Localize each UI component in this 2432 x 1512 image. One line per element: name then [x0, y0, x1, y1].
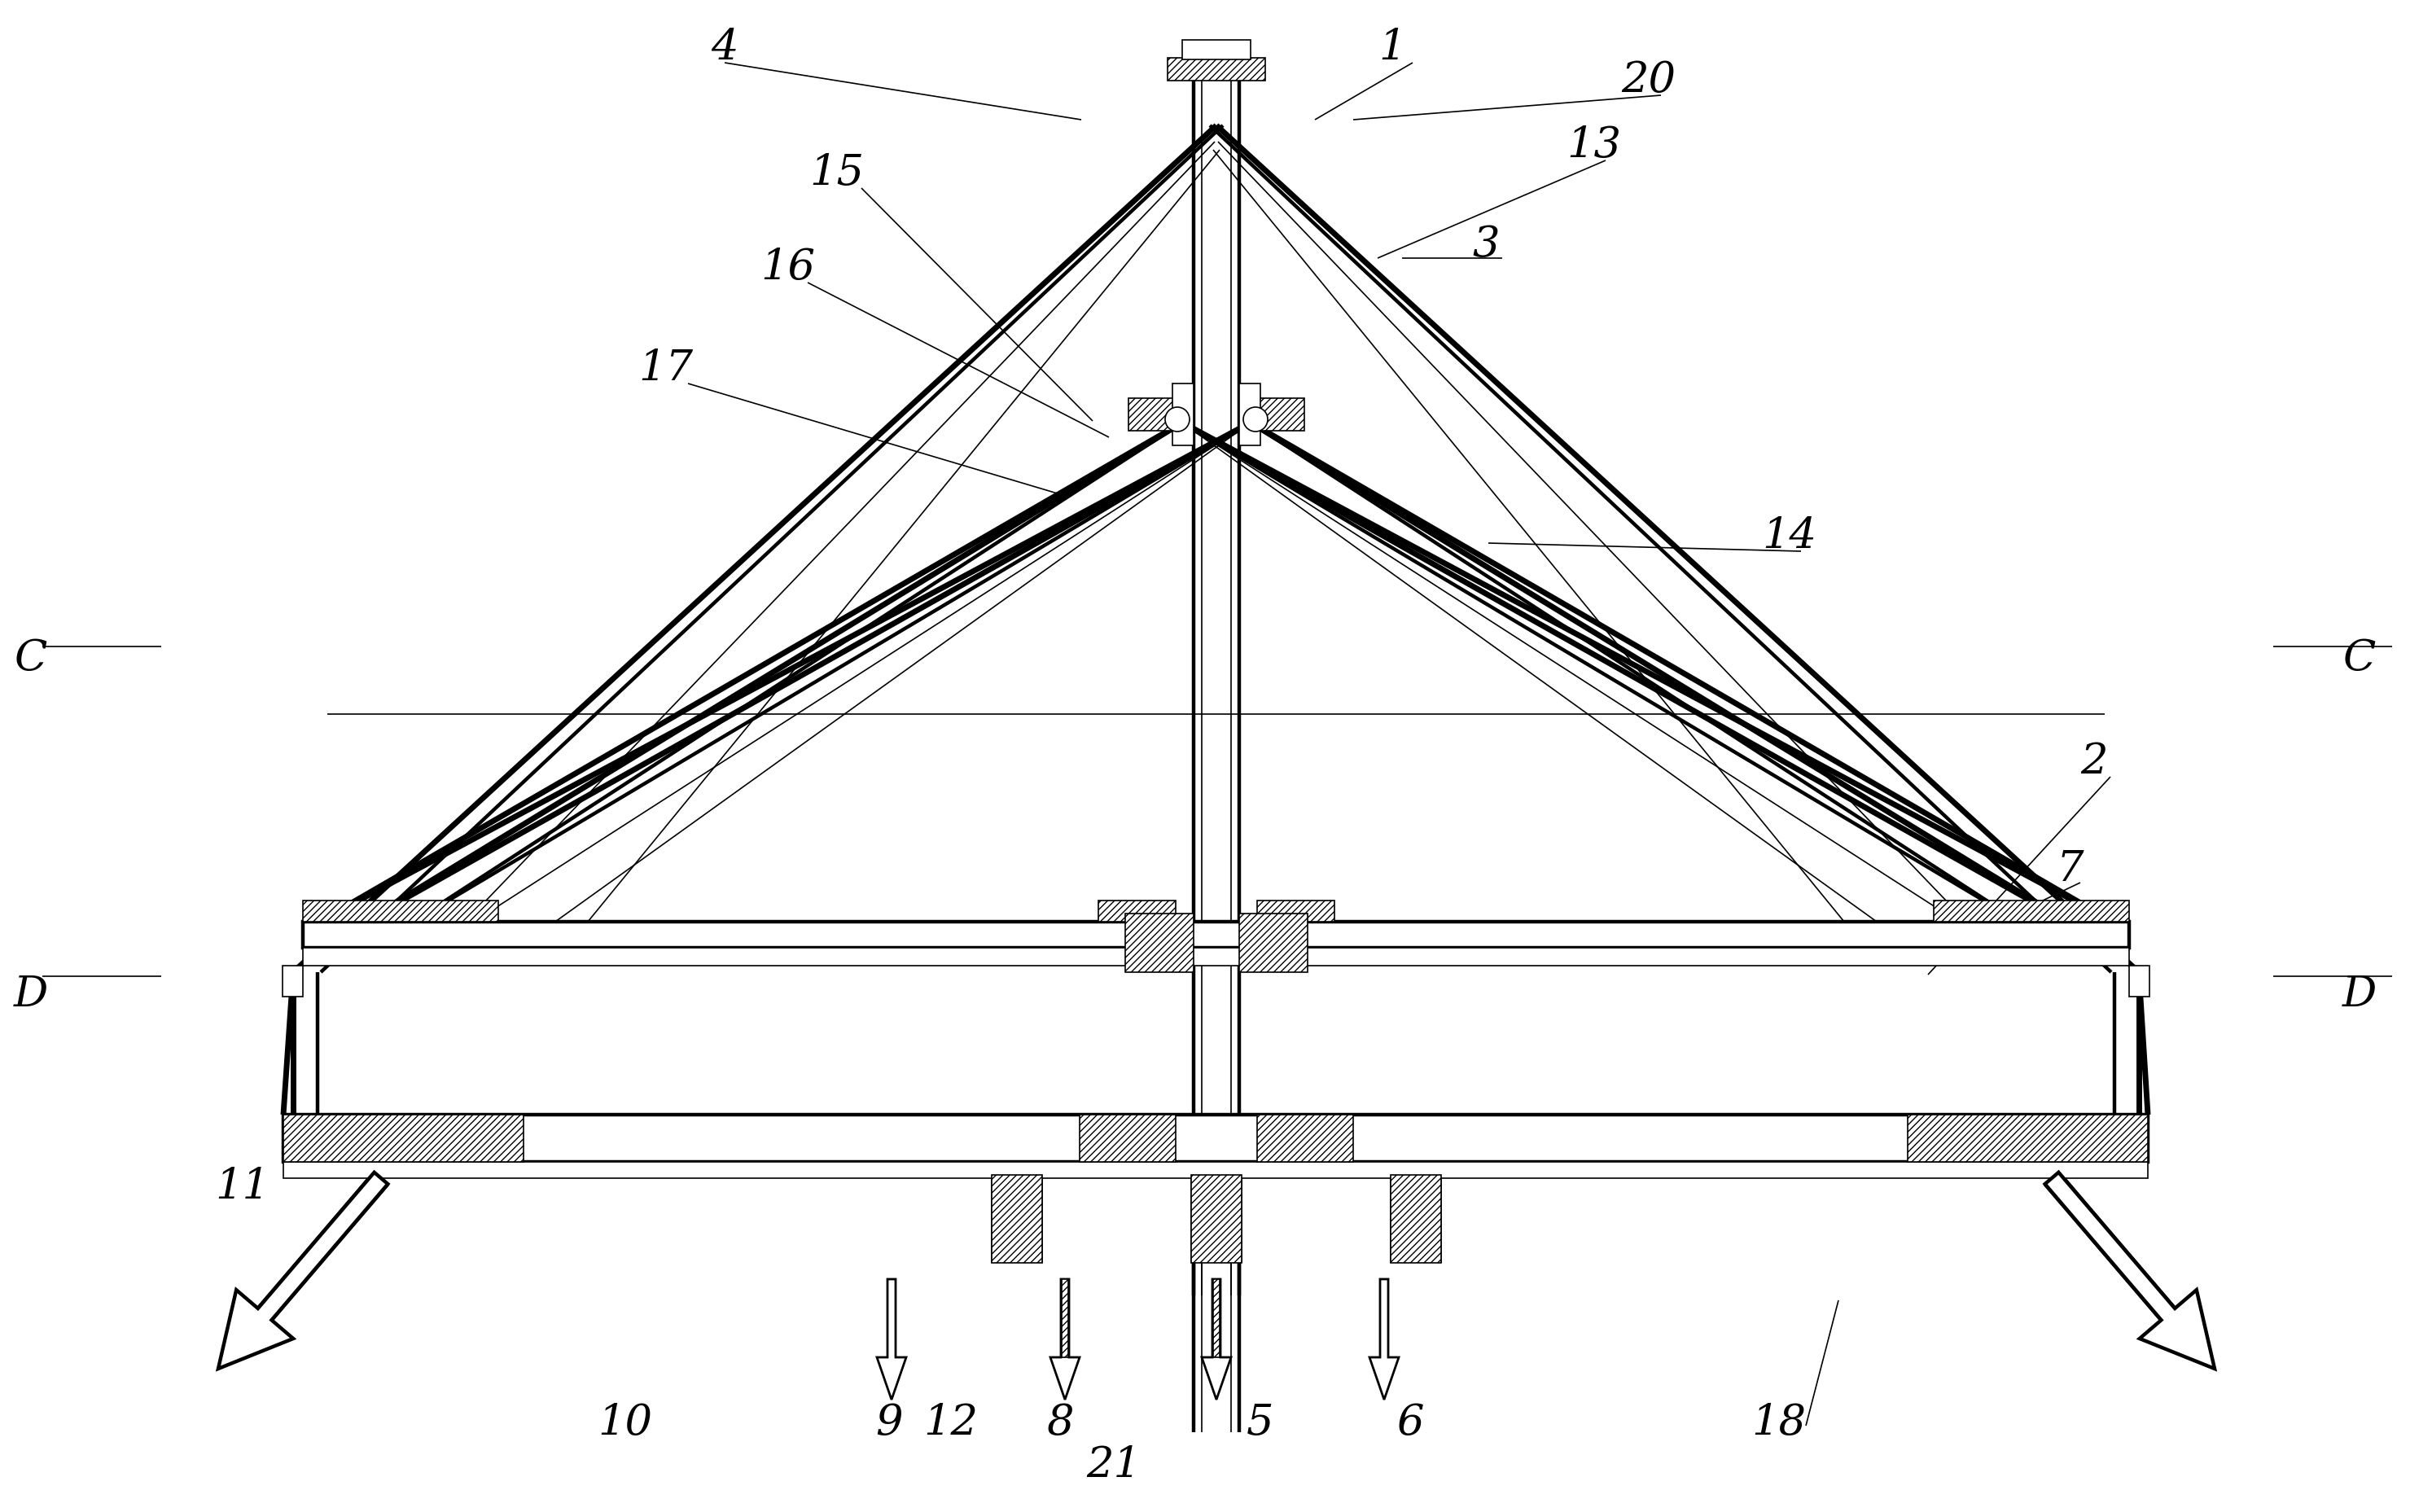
Text: 12: 12 — [924, 1402, 978, 1444]
FancyArrow shape — [878, 1279, 907, 1400]
Bar — [285, 1114, 2147, 1163]
Circle shape — [1243, 408, 1267, 432]
Bar — [992, 1175, 1043, 1263]
Text: 2: 2 — [2079, 741, 2109, 782]
Bar — [1167, 59, 1265, 82]
Bar — [304, 901, 499, 922]
Bar — [1063, 1279, 1068, 1358]
Bar — [2128, 966, 2150, 996]
Text: C: C — [15, 637, 46, 679]
Text: 13: 13 — [1566, 124, 1622, 166]
Text: 6: 6 — [1396, 1402, 1423, 1444]
Text: 11: 11 — [216, 1166, 270, 1207]
Text: 21: 21 — [1087, 1444, 1141, 1486]
Bar — [1214, 1279, 1221, 1358]
Bar — [1257, 901, 1335, 922]
Bar — [282, 966, 304, 996]
Bar — [1240, 384, 1260, 446]
Bar — [1933, 901, 2128, 922]
Bar — [1126, 913, 1194, 972]
Text: 15: 15 — [810, 151, 863, 194]
Text: C: C — [2342, 637, 2376, 679]
Text: 10: 10 — [598, 1402, 652, 1444]
Text: 16: 16 — [761, 246, 815, 287]
Bar — [304, 948, 2128, 966]
Text: 5: 5 — [1248, 1402, 1274, 1444]
Text: 20: 20 — [1622, 59, 1676, 100]
Text: D: D — [2342, 974, 2376, 1015]
Bar — [1391, 1175, 1442, 1263]
FancyArrow shape — [219, 1172, 387, 1368]
Bar — [1907, 1114, 2147, 1163]
Text: 17: 17 — [640, 348, 693, 389]
Bar — [1172, 384, 1194, 446]
Text: 9: 9 — [876, 1402, 902, 1444]
Bar — [1099, 901, 1175, 922]
Bar — [1192, 1175, 1243, 1263]
Bar — [285, 1163, 2147, 1178]
Bar — [1128, 399, 1194, 431]
Text: 8: 8 — [1046, 1402, 1073, 1444]
Text: 14: 14 — [1763, 514, 1817, 556]
FancyArrow shape — [1051, 1279, 1080, 1400]
Bar — [1182, 41, 1250, 60]
Bar — [1080, 1114, 1175, 1163]
Bar — [304, 922, 2128, 948]
Text: 1: 1 — [1379, 26, 1406, 68]
FancyArrow shape — [2045, 1172, 2216, 1368]
Bar — [285, 1114, 523, 1163]
Text: 4: 4 — [710, 26, 739, 68]
FancyArrow shape — [1369, 1279, 1398, 1400]
Bar — [1257, 1114, 1352, 1163]
Bar — [1240, 913, 1308, 972]
Text: 18: 18 — [1751, 1402, 1807, 1444]
Text: D: D — [15, 974, 49, 1015]
Circle shape — [1165, 408, 1189, 432]
FancyArrow shape — [1201, 1279, 1231, 1400]
Text: 7: 7 — [2055, 848, 2084, 891]
Bar — [1240, 399, 1304, 431]
Text: 3: 3 — [1471, 224, 1501, 265]
